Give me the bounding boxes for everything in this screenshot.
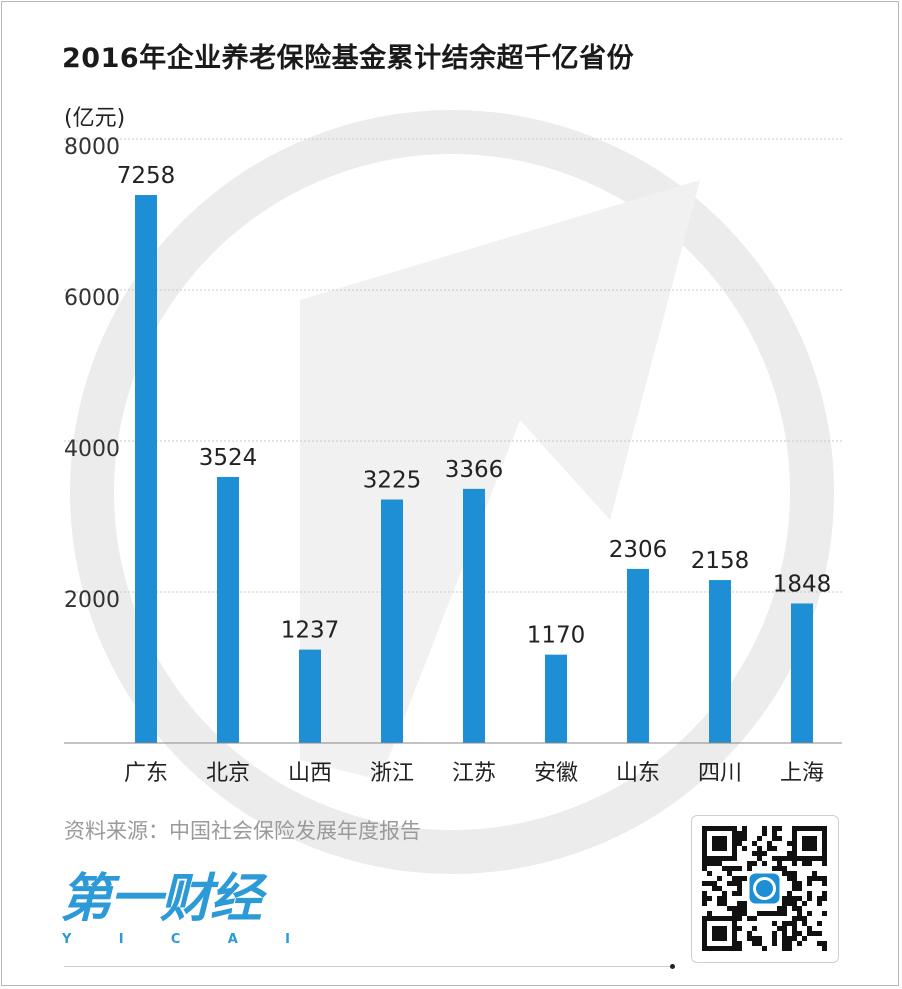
y-tick-label: 2000	[64, 588, 120, 613]
x-tick-labels: 广东 北京 山西 浙江 江苏 安徽 山东 四川 上海	[124, 761, 824, 786]
x-tick-label: 江苏	[452, 761, 496, 786]
x-tick-label: 山西	[288, 761, 332, 786]
chart-title: 2016年企业养老保险基金累计结余超千亿省份	[62, 43, 635, 74]
data-label: 1170	[527, 623, 586, 649]
logo-cn-text: 第一财经	[60, 869, 262, 929]
data-labels: 7258 3524 1237 3225 3366 1170 2306 2158 1848	[117, 163, 832, 649]
bars	[135, 195, 813, 743]
bar	[791, 603, 813, 743]
data-label: 1848	[773, 571, 832, 597]
bar	[217, 476, 239, 743]
source-note: 资料来源：中国社会保险发展年度报告	[64, 819, 421, 843]
data-label: 7258	[117, 163, 176, 189]
y-tick-labels: 2000 4000 6000 8000	[64, 135, 120, 613]
qr-code-icon	[691, 815, 839, 963]
x-tick-label: 广东	[124, 761, 168, 786]
bar	[709, 580, 731, 743]
x-tick-label: 北京	[206, 761, 250, 786]
data-label: 2306	[609, 537, 668, 563]
y-tick-label: 6000	[64, 286, 120, 311]
x-tick-label: 上海	[780, 761, 824, 786]
data-label: 3225	[363, 468, 422, 494]
footer-dot	[670, 964, 675, 969]
y-axis-unit-label: (亿元)	[64, 106, 126, 131]
bar	[463, 488, 485, 743]
data-label: 2158	[691, 548, 750, 574]
data-label: 1237	[281, 618, 340, 644]
y-tick-label: 4000	[64, 437, 120, 462]
x-tick-label: 山东	[616, 761, 660, 786]
gridlines	[64, 138, 842, 593]
watermark-logo	[70, 110, 834, 874]
x-tick-label: 四川	[698, 761, 742, 786]
bar	[299, 649, 321, 743]
bar	[381, 499, 403, 743]
x-tick-label: 浙江	[370, 761, 414, 786]
data-label: 3366	[445, 457, 504, 483]
bar	[135, 195, 157, 743]
bar	[627, 568, 649, 743]
footer-divider	[64, 966, 670, 967]
y-tick-label: 8000	[64, 135, 120, 160]
bar	[545, 654, 567, 743]
x-tick-label: 安徽	[534, 761, 578, 786]
data-label: 3524	[199, 445, 258, 471]
